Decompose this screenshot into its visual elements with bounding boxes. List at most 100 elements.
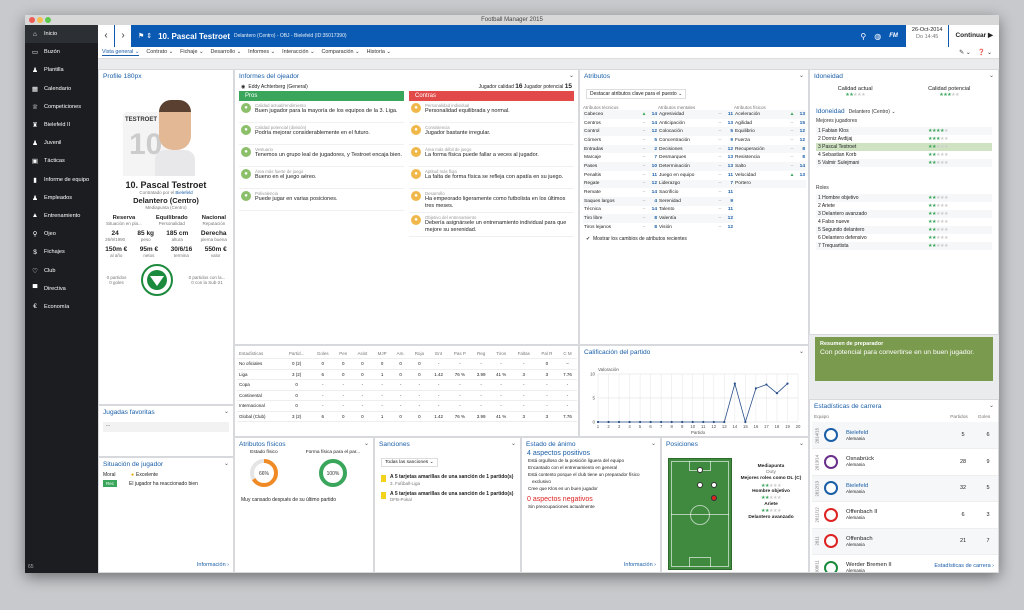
sidebar-item-14[interactable]: ▀ Directiva (25, 280, 98, 298)
stats-header[interactable]: Partid... (282, 348, 312, 359)
attribute-row[interactable]: Decisiones –12 (658, 144, 734, 154)
sidebar-item-12[interactable]: $ Fichajes (25, 243, 98, 261)
role-filter-dropdown[interactable]: Delantero (Centro) ⌄ (848, 108, 896, 115)
attribute-row[interactable]: Determinación –13 (658, 162, 734, 171)
subnav-tab-6[interactable]: Comparación ⌄ (321, 49, 360, 55)
rating-point[interactable] (765, 383, 768, 386)
chevron-down-icon[interactable]: ⌄ (988, 403, 994, 409)
rating-point[interactable] (786, 382, 789, 385)
attribute-row[interactable]: Aceleración ▲ 13 (734, 110, 806, 119)
attribute-row[interactable]: Salto –14 (734, 162, 806, 171)
sidebar-item-2[interactable]: ♟ Plantilla (25, 61, 98, 79)
career-row[interactable]: 2014/15 Bielefeld Alemania 5 6 (812, 422, 998, 449)
attribute-row[interactable]: Penaltis –11 (583, 171, 658, 180)
attribute-row[interactable]: Desmarques –13 (658, 153, 734, 162)
attribute-row[interactable]: Valentía –12 (658, 214, 734, 223)
continue-button[interactable]: Continuar ▶ (949, 25, 999, 47)
club-name[interactable]: Bielefeld (846, 482, 869, 489)
subnav-tab-4[interactable]: Informes ⌄ (248, 49, 276, 55)
chevron-down-icon[interactable]: ⌄ (798, 349, 804, 355)
rating-point[interactable] (660, 420, 663, 424)
attribute-row[interactable]: Equilibrio –12 (734, 127, 806, 137)
rating-point[interactable] (691, 420, 694, 424)
chevron-down-icon[interactable]: ⌄ (363, 441, 369, 447)
career-row[interactable]: 2012/13 Bielefeld Alemania 32 5 (812, 475, 998, 502)
attribute-row[interactable]: Centros –14 (583, 119, 658, 128)
attribute-row[interactable]: Pases –10 (583, 162, 658, 171)
attribute-row[interactable]: Colocación – 5 (658, 127, 734, 137)
career-row[interactable]: 2011 Offenbach Alemania 21 7 (812, 528, 998, 555)
attribute-row[interactable]: Cabeceo ▲ 14 (583, 110, 658, 119)
fm-menu-button[interactable]: FM (889, 33, 898, 39)
search-icon[interactable]: ⚲ (860, 31, 867, 41)
stats-header[interactable]: MJP (372, 348, 392, 359)
stats-header[interactable]: Pen (334, 348, 353, 359)
club-name[interactable]: Bielefeld (846, 429, 869, 436)
sidebar-item-3[interactable]: ▦ Calendario (25, 80, 98, 98)
sidebar-item-15[interactable]: € Economía (25, 298, 98, 316)
mood-info-link[interactable]: Información › (623, 562, 656, 568)
role-row[interactable]: 7 Trequartista ★★★★★ (816, 242, 992, 250)
sanctions-filter[interactable]: Todas las sanciones ⌄ (381, 458, 438, 467)
rating-point[interactable] (754, 387, 757, 390)
attribute-row[interactable]: Córners – 5 (583, 136, 658, 145)
stats-header[interactable]: Goles (311, 348, 335, 359)
sidebar-item-11[interactable]: ⚲ Ojeo (25, 225, 98, 243)
rating-point[interactable] (649, 420, 652, 424)
chevron-down-icon[interactable]: ⌄ (223, 461, 229, 467)
chevron-down-icon[interactable]: ⌄ (798, 73, 804, 79)
best-player-row[interactable]: 1 Fabian Klos ★★★★★ (816, 127, 992, 135)
role-row[interactable]: 3 Delantero avanzado ★★★★★ (816, 210, 992, 218)
role-row[interactable]: 1 Hombre objetivo ★★★★★ (816, 194, 992, 202)
attribute-row[interactable]: Liderazgo – 7 (658, 179, 734, 189)
attribute-row[interactable]: Talento –11 (658, 206, 734, 215)
role-row[interactable]: 2 Ariete ★★★★★ (816, 202, 992, 210)
best-player-row[interactable]: 3 Pascal Testroet ★★★★★ (816, 143, 992, 151)
role-row[interactable]: 5 Segundo delantero ★★★★★ (816, 226, 992, 234)
role-row[interactable]: 6 Delantero defensivo ★★★★★ (816, 234, 992, 242)
back-button[interactable]: ‹ (98, 25, 114, 47)
subnav-tab-5[interactable]: Interacción ⌄ (282, 49, 315, 55)
rating-point[interactable] (681, 420, 684, 424)
scout-selector[interactable]: Eddy Achterberg (General) (248, 83, 308, 90)
date-display[interactable]: 26-Oct-2014 Do 14:45 (905, 25, 949, 47)
globe-icon[interactable]: ◍ (874, 31, 882, 41)
attribute-row[interactable]: Regate –12 (583, 179, 658, 189)
attribute-row[interactable]: Juego en equipo –11 (658, 171, 734, 180)
rating-point[interactable] (712, 420, 715, 424)
sidebar-item-8[interactable]: ▮ Informe de equipo (25, 171, 98, 189)
attribute-row[interactable]: Agresividad –11 (658, 110, 734, 119)
sidebar-item-13[interactable]: ♡ Club (25, 261, 98, 279)
stats-header[interactable]: Am. (391, 348, 410, 359)
rating-point[interactable] (607, 420, 610, 424)
rating-point[interactable] (639, 420, 642, 424)
forward-button[interactable]: › (115, 25, 131, 47)
rating-point[interactable] (628, 420, 631, 424)
attribute-row[interactable]: Visión –12 (658, 223, 734, 232)
minimize-window-button[interactable] (37, 17, 43, 23)
attribute-row[interactable]: Anticipación –13 (658, 119, 734, 128)
best-player-row[interactable]: 4 Sebastian Korb ★★★★★ (816, 151, 992, 159)
chevron-down-icon[interactable]: ⌄ (568, 73, 574, 79)
sidebar-item-5[interactable]: ♜ Bielefeld II (25, 116, 98, 134)
rating-point[interactable] (617, 420, 621, 424)
stats-header[interactable]: C M (558, 348, 577, 359)
attribute-row[interactable]: Velocidad ▲ 13 (734, 171, 806, 180)
subnav-tab-3[interactable]: Desarrollo ⌄ (210, 49, 242, 55)
stats-header[interactable]: Pas P (448, 348, 472, 359)
attribute-row[interactable]: Saques largos – 4 (583, 196, 658, 206)
attribute-row[interactable]: Concentración – 9 (658, 136, 734, 145)
stats-header[interactable]: Roja (409, 348, 430, 359)
attribute-row[interactable]: Marcaje – 7 (583, 153, 658, 162)
subnav-tab-1[interactable]: Contrato ⌄ (146, 49, 174, 55)
attribute-row[interactable]: Tiro libre – 8 (583, 214, 658, 223)
club-link[interactable]: Bielefeld (175, 190, 193, 195)
career-stats-link[interactable]: Estadísticas de carrera › (930, 563, 994, 569)
maximize-window-button[interactable] (45, 17, 51, 23)
rating-point[interactable] (670, 420, 673, 424)
stats-header[interactable]: Asist (352, 348, 373, 359)
sidebar-item-6[interactable]: ♟ Juvenil (25, 134, 98, 152)
attribute-row[interactable]: Serenidad – 9 (658, 196, 734, 206)
attribute-row[interactable]: Portero (734, 179, 806, 189)
sidebar-item-4[interactable]: ♕ Competiciones (25, 98, 98, 116)
